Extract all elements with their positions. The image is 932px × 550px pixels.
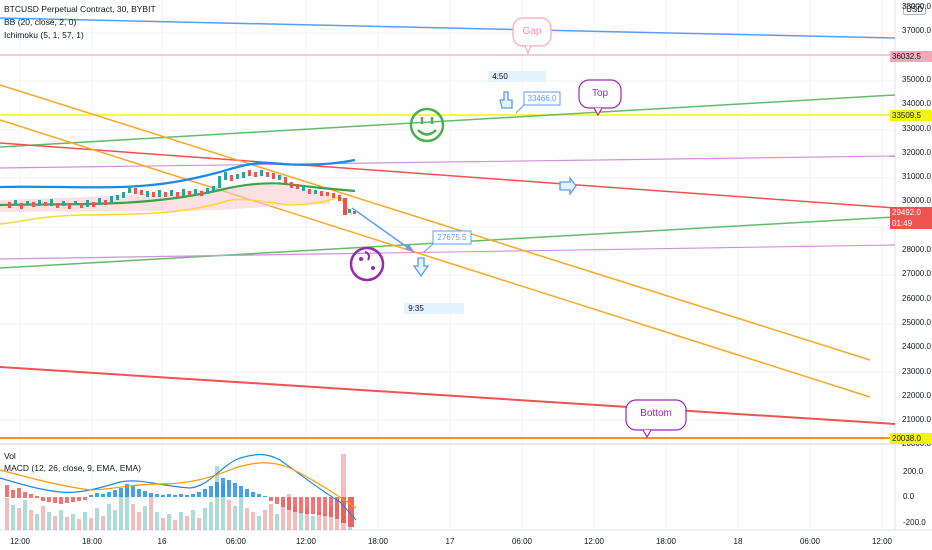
projection-arrowhead xyxy=(405,244,414,252)
red-upper-trendline[interactable] xyxy=(0,142,896,209)
signal-line[interactable] xyxy=(0,462,357,509)
price-axis-label: 35000.0 xyxy=(902,74,931,84)
price-axis-label: 37000.0 xyxy=(902,26,931,36)
macd-axis-label: 200.0 xyxy=(903,467,924,476)
confused-face-icon[interactable] xyxy=(349,246,385,282)
time-axis-label: 12:00 xyxy=(871,537,893,546)
time-axis-label: 12:00 xyxy=(583,537,605,546)
target-down-text: 27675.5 xyxy=(437,233,467,242)
top-callout-text: Top xyxy=(591,88,609,99)
time-axis-label: 17 xyxy=(445,537,455,546)
time-up-box[interactable] xyxy=(488,71,546,82)
time-down-box[interactable] xyxy=(404,303,464,314)
target-up-text: 33466.0 xyxy=(527,94,557,103)
bottom-callout-text: Bottom xyxy=(640,408,672,419)
price-axis-label: 34000.0 xyxy=(902,99,931,109)
time-axis-label: 18:00 xyxy=(655,537,677,546)
time-axis-label: 16 xyxy=(157,537,167,546)
time-axis-label: 06:00 xyxy=(225,537,247,546)
price-axis-label: 33000.0 xyxy=(902,123,931,133)
macd-axis-label: 0.0 xyxy=(903,492,915,501)
blue-trendline[interactable] xyxy=(0,17,896,39)
hand-pointer-up-icon[interactable] xyxy=(499,91,513,109)
ichimoku-cloud xyxy=(0,184,330,212)
time-axis-label: 06:00 xyxy=(511,537,533,546)
violet-upper-trendline[interactable] xyxy=(0,155,896,169)
bb-legend[interactable]: BB (20, close, 2, 0) xyxy=(4,17,77,27)
macd-legend[interactable]: MACD (12, 26, close, 9, EMA, EMA) xyxy=(4,463,141,473)
vol-legend[interactable]: Vol xyxy=(4,451,16,461)
candlesticks[interactable] xyxy=(8,170,356,215)
green-upper-trendline[interactable] xyxy=(0,94,896,148)
time-up-text: 4:50 xyxy=(492,72,508,81)
current-price-tag: 29492.0 xyxy=(890,207,932,218)
time-axis-label: 18:00 xyxy=(367,537,389,546)
top-callout[interactable] xyxy=(578,79,622,117)
violet-lower-trendline[interactable] xyxy=(0,244,896,260)
bollinger-lower-band[interactable] xyxy=(0,196,353,225)
gap-callout-text: Gap xyxy=(522,26,542,37)
symbol-legend[interactable]: BTCUSD Perpetual Contract, 30, BYBIT xyxy=(4,4,156,14)
orange-upper-trendline[interactable] xyxy=(0,84,871,361)
macd-histogram[interactable] xyxy=(5,478,354,527)
bottom-callout[interactable] xyxy=(625,399,687,439)
time-down-text: 9:35 xyxy=(408,304,424,313)
price-axis-label: 38000.0 xyxy=(902,2,931,11)
hand-pointer-down-icon[interactable] xyxy=(412,257,430,278)
price-axis-label: 27000.0 xyxy=(902,269,931,279)
price-axis-label: 23000.0 xyxy=(902,366,931,376)
hand-pointer-right-icon[interactable] xyxy=(559,176,577,196)
bar-countdown-tag: 01:49 xyxy=(890,218,932,229)
volume-bars[interactable] xyxy=(5,454,352,530)
time-axis-label: 12:00 xyxy=(295,537,317,546)
ichimoku-legend[interactable]: Ichimoku (5, 1, 57, 1) xyxy=(4,30,84,40)
price-axis-label: 31000.0 xyxy=(902,172,931,182)
bottom-price-tag: 20038.0 xyxy=(890,433,932,444)
macd-line[interactable] xyxy=(0,453,357,521)
price-axis-label: 30000.0 xyxy=(902,196,931,206)
price-axis-label: 28000.0 xyxy=(902,245,931,254)
orange-lower-trendline[interactable] xyxy=(0,119,871,398)
red-lower-trendline[interactable] xyxy=(0,366,896,425)
target-up-callout[interactable] xyxy=(515,91,561,114)
bollinger-upper-band[interactable] xyxy=(0,158,356,189)
price-axis-label: 25000.0 xyxy=(902,317,931,327)
top-price-tag: 33509.5 xyxy=(890,110,932,121)
price-axis-label: 24000.0 xyxy=(902,342,931,352)
time-axis-label: 18 xyxy=(733,537,743,546)
projection-arrow[interactable] xyxy=(351,207,415,253)
time-axis-label: 18:00 xyxy=(81,537,103,546)
time-axis-label: 06:00 xyxy=(799,537,821,546)
gap-callout[interactable] xyxy=(512,17,552,55)
price-axis-label: 26000.0 xyxy=(902,293,931,303)
price-axis-label: 32000.0 xyxy=(902,147,931,157)
price-axis-label: 21000.0 xyxy=(902,415,931,425)
gap-price-tag: 36032.5 xyxy=(890,51,932,62)
macd-axis-label: -200.0 xyxy=(903,518,926,527)
grid xyxy=(0,0,895,530)
happy-face-icon[interactable] xyxy=(409,107,445,143)
price-axis-label: 22000.0 xyxy=(902,390,931,400)
currency-badge[interactable]: USD xyxy=(903,4,926,15)
time-axis-label: 12:00 xyxy=(9,537,31,546)
target-down-callout[interactable] xyxy=(423,230,472,253)
